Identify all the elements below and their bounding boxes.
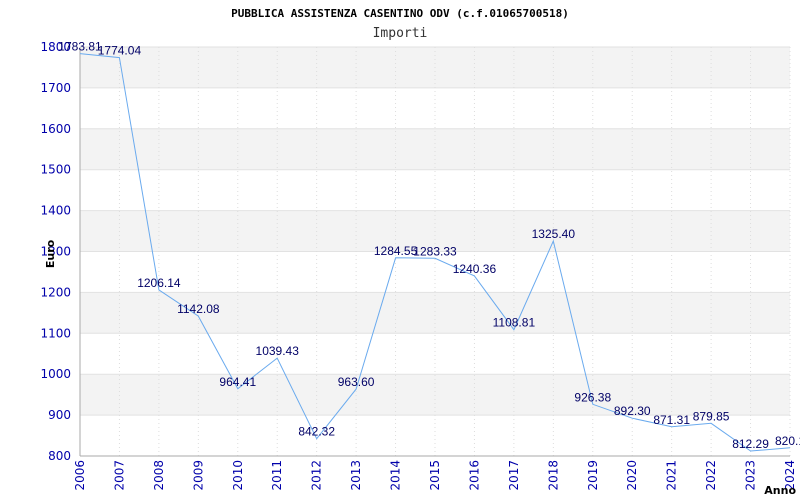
data-label: 1108.81 [493,316,536,330]
data-label: 812.29 [732,437,769,451]
chart-title: PUBBLICA ASSISTENZA CASENTINO ODV (c.f.0… [231,7,569,20]
x-tick-label: 2015 [428,460,442,491]
data-label: 1283.33 [413,244,457,258]
x-tick-label: 2008 [152,460,166,491]
x-tick-label: 2009 [191,460,205,491]
data-label: 820.1 [775,434,800,448]
data-label: 1206.14 [137,276,181,290]
y-tick-label: 1200 [40,285,71,299]
y-tick-label: 1700 [40,81,71,95]
series-line [79,53,791,452]
data-label: 1783.81 [58,40,102,54]
x-tick-labels: 2006 2007 2008 2009 2010 2011 2012 2013 2014 2015… [73,460,797,491]
grid-band [80,374,790,416]
y-tick-label: 800 [48,449,71,463]
chart-subtitle: Importi [373,26,428,41]
y-axis-label: Euro [44,239,57,268]
x-tick-label: 2022 [704,460,718,491]
grid-band [80,87,790,129]
x-axis-label: Anno [764,484,796,497]
x-tick-label: 2013 [349,460,363,491]
data-label: 926.38 [574,390,611,404]
data-label: 1142.08 [177,302,220,316]
x-tick-label: 2007 [112,460,126,491]
y-tick-labels: 800 900 1000 1100 1200 1300 1400 1500 1600 1700 18… [40,40,71,463]
y-tick-label: 1600 [40,122,71,136]
y-tick-label: 1300 [40,245,71,259]
x-tick-label: 2017 [507,460,521,491]
data-label: 1039.43 [256,344,300,358]
y-tick-label: 1800 [40,40,71,54]
x-tick-label: 2016 [467,460,481,491]
x-tick-label: 2011 [270,460,284,491]
data-label: 871.31 [653,413,690,427]
axes [79,47,790,457]
x-tick-label: 2024 [783,460,797,491]
x-tick-label: 2006 [73,460,87,491]
data-label: 1240.36 [453,262,497,276]
y-tick-label: 1400 [40,204,71,218]
data-label: 1774.04 [98,44,142,58]
x-tick-label: 2023 [744,460,758,491]
y-tick-label: 1500 [40,163,71,177]
y-tick-label: 1100 [40,326,71,340]
x-tick-label: 2021 [665,460,679,491]
x-tick-label: 2014 [389,460,403,491]
data-label: 964.41 [219,375,256,389]
data-label: 1284.55 [374,244,418,258]
series-line-group [79,53,791,452]
y-tick-label: 1000 [40,367,71,381]
x-tick-label: 2010 [231,460,245,491]
data-label: 842.32 [298,425,335,439]
x-tick-label: 2019 [586,460,600,491]
data-label: 892.30 [614,404,651,418]
x-tick-label: 2018 [546,460,560,491]
x-tick-label: 2020 [625,460,639,491]
x-tick-label: 2012 [310,460,324,491]
data-label: 1325.40 [532,227,576,241]
data-label: 879.85 [693,409,730,423]
y-tick-label: 900 [48,408,71,422]
data-label: 963.60 [338,375,375,389]
